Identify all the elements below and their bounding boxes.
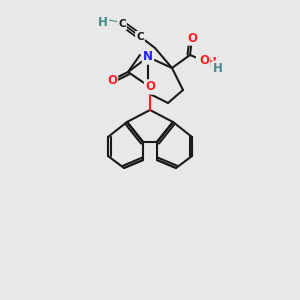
Text: O: O <box>107 74 117 86</box>
Text: O: O <box>145 80 155 94</box>
Text: C: C <box>118 19 126 29</box>
Text: O: O <box>187 32 197 44</box>
Text: N: N <box>143 50 153 64</box>
Text: H: H <box>98 16 108 28</box>
Text: OH: OH <box>197 56 217 68</box>
Text: H: H <box>213 61 223 74</box>
Text: C: C <box>136 32 144 42</box>
Text: O: O <box>199 55 209 68</box>
